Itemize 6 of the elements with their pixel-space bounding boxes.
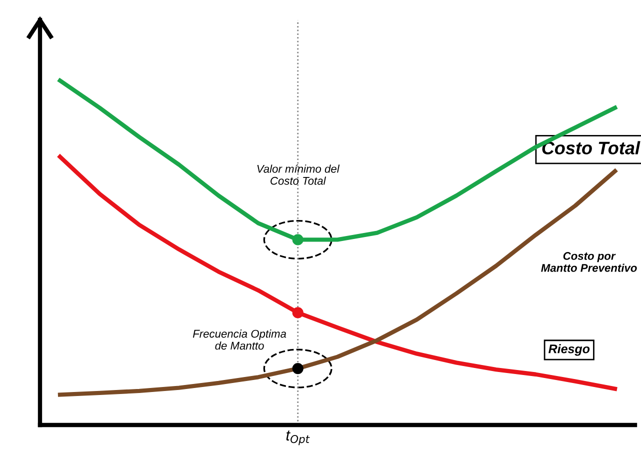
annotation: Frecuencia Optima de Mantto <box>192 330 286 350</box>
text: t$_{Opt}$ <box>286 430 310 446</box>
annotation: Valor mínimo del Costo Total <box>257 164 340 185</box>
series-label: Riesgo <box>548 344 590 356</box>
series-label: Costo por Mantto Preventivo <box>541 252 637 272</box>
series-label: Costo Total <box>542 141 640 154</box>
